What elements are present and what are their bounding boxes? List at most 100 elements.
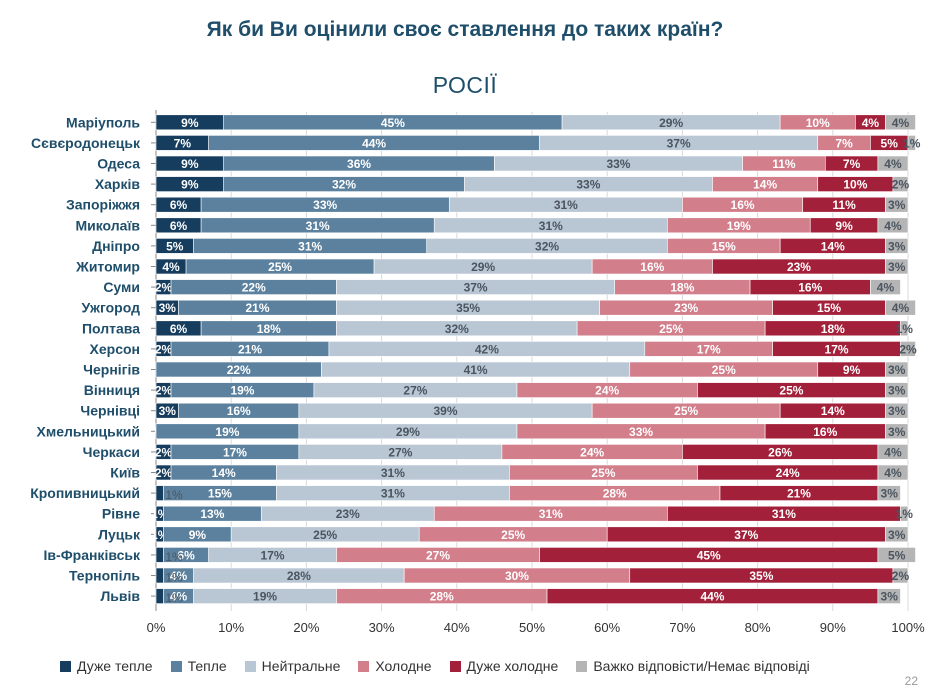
data-label: 9% bbox=[181, 116, 199, 130]
legend-item: Дуже тепле bbox=[60, 658, 153, 674]
data-label: 24% bbox=[595, 384, 619, 398]
data-label: 27% bbox=[388, 445, 412, 459]
bar-segment bbox=[877, 217, 909, 234]
data-label: 1% bbox=[896, 507, 914, 521]
data-label: 25% bbox=[712, 363, 736, 377]
category-label: Херсон bbox=[90, 341, 140, 357]
x-tick-label: 10% bbox=[218, 620, 244, 635]
data-label: 44% bbox=[700, 590, 724, 604]
data-label: 4% bbox=[892, 116, 910, 130]
legend-item: Тепле bbox=[170, 658, 227, 674]
data-label: 21% bbox=[246, 301, 270, 315]
data-label: 37% bbox=[464, 281, 488, 295]
x-tick-label: 30% bbox=[369, 620, 395, 635]
data-label: 3% bbox=[888, 528, 906, 542]
data-label: 18% bbox=[670, 281, 694, 295]
category-label: Кропивницький bbox=[30, 485, 140, 501]
data-label: 31% bbox=[539, 219, 563, 233]
category-label: Харків bbox=[95, 176, 141, 192]
data-label: 19% bbox=[215, 425, 239, 439]
bar-segment bbox=[877, 547, 916, 563]
data-label: 17% bbox=[825, 342, 849, 356]
legend-label: Холодне bbox=[375, 658, 432, 674]
bar-segment bbox=[885, 114, 916, 131]
bar-segment bbox=[885, 361, 909, 378]
data-label: 31% bbox=[298, 239, 322, 253]
data-label: 21% bbox=[787, 487, 811, 501]
data-label: 17% bbox=[261, 548, 285, 562]
data-label: 19% bbox=[230, 384, 254, 398]
page-number: 22 bbox=[904, 674, 918, 688]
category-label: Маріуполь bbox=[66, 114, 140, 130]
data-label: 3% bbox=[888, 384, 906, 398]
data-label: 9% bbox=[181, 157, 199, 171]
data-label: 14% bbox=[821, 239, 845, 253]
data-label: 25% bbox=[659, 322, 683, 336]
data-label: 1% bbox=[165, 488, 183, 502]
data-label: 3% bbox=[881, 487, 899, 501]
data-label: 2% bbox=[155, 466, 173, 480]
data-label: 33% bbox=[606, 157, 630, 171]
data-label: 3% bbox=[881, 590, 899, 604]
data-label: 31% bbox=[306, 219, 330, 233]
data-label: 14% bbox=[753, 178, 777, 192]
data-label: 2% bbox=[892, 569, 910, 583]
data-label: 1% bbox=[165, 591, 183, 605]
data-label: 27% bbox=[426, 548, 450, 562]
data-label: 1% bbox=[903, 136, 921, 150]
data-label: 13% bbox=[200, 507, 224, 521]
x-tick-label: 80% bbox=[745, 620, 771, 635]
data-label: 31% bbox=[554, 198, 578, 212]
data-label: 2% bbox=[155, 384, 173, 398]
category-label: Дніпро bbox=[92, 238, 140, 254]
x-tick-label: 20% bbox=[293, 620, 319, 635]
data-label: 4% bbox=[877, 281, 895, 295]
data-label: 31% bbox=[381, 487, 405, 501]
legend-item: Нейтральне bbox=[244, 658, 341, 674]
category-label: Миколаїв bbox=[75, 217, 140, 233]
x-tick-label: 0% bbox=[147, 620, 166, 635]
data-label: 16% bbox=[640, 260, 664, 274]
category-label: Одеса bbox=[97, 156, 140, 172]
data-label: 37% bbox=[734, 528, 758, 542]
bar-segment bbox=[892, 567, 909, 584]
data-label: 6% bbox=[170, 219, 188, 233]
data-label: 14% bbox=[212, 466, 236, 480]
data-label: 23% bbox=[787, 260, 811, 274]
data-label: 2% bbox=[155, 281, 173, 295]
category-label: Ужгород bbox=[82, 300, 141, 316]
data-label: 4% bbox=[884, 466, 902, 480]
data-label: 6% bbox=[170, 322, 188, 336]
data-label: 22% bbox=[242, 281, 266, 295]
legend-label: Нейтральне bbox=[261, 658, 341, 674]
page-title: Як би Ви оцінили своє ставлення до таких… bbox=[206, 18, 724, 41]
category-label: Суми bbox=[103, 279, 140, 295]
data-label: 3% bbox=[888, 425, 906, 439]
data-label: 5% bbox=[166, 239, 184, 253]
data-label: 4% bbox=[884, 157, 902, 171]
data-label: 23% bbox=[674, 301, 698, 315]
x-tick-label: 60% bbox=[594, 620, 620, 635]
data-label: 15% bbox=[712, 239, 736, 253]
data-label: 32% bbox=[445, 322, 469, 336]
data-label: 33% bbox=[313, 198, 337, 212]
bar-segment bbox=[900, 505, 909, 522]
data-label: 23% bbox=[336, 507, 360, 521]
data-label: 26% bbox=[768, 445, 792, 459]
bar-segment bbox=[155, 547, 164, 563]
data-label: 1% bbox=[165, 550, 183, 564]
data-label: 3% bbox=[888, 239, 906, 253]
chart-legend: Дуже тепле Тепле Нейтральне Холодне Дуже хол… bbox=[60, 658, 910, 674]
data-label: 5% bbox=[881, 136, 899, 150]
category-label: Львів bbox=[100, 588, 140, 604]
data-label: 1% bbox=[165, 571, 183, 585]
data-label: 36% bbox=[347, 157, 371, 171]
x-tick-label: 90% bbox=[820, 620, 846, 635]
bar-segment bbox=[885, 258, 909, 275]
data-label: 4% bbox=[862, 116, 880, 130]
data-label: 27% bbox=[403, 384, 427, 398]
data-label: 25% bbox=[268, 260, 292, 274]
bar-segment bbox=[877, 155, 909, 172]
data-label: 16% bbox=[798, 281, 822, 295]
